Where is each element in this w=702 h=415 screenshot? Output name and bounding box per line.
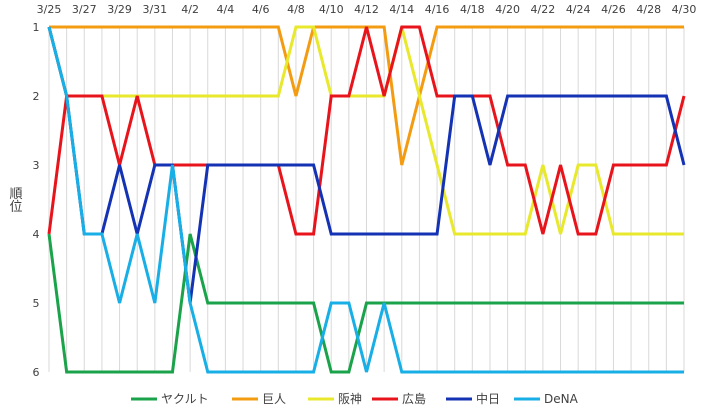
y-axis-ticks: 1 2 3 4 5 6 (33, 21, 40, 379)
y-tick-label: 4 (33, 228, 40, 241)
x-tick-label: 3/27 (72, 3, 97, 16)
x-tick-label: 4/28 (636, 3, 661, 16)
legend-label: 阪神 (338, 392, 362, 406)
x-tick-label: 4/10 (319, 3, 344, 16)
x-tick-label: 4/6 (252, 3, 270, 16)
x-tick-label: 4/14 (389, 3, 414, 16)
legend-label: ヤクルト (161, 392, 209, 406)
x-tick-label: 3/29 (107, 3, 132, 16)
x-axis-ticks: 3/25 3/27 3/29 3/31 4/2 4/4 4/6 4/8 4/10 4/12 4/14… (37, 3, 697, 16)
x-tick-label: 4/30 (672, 3, 697, 16)
series-line-6 (47, 26, 684, 374)
y-tick-label: 1 (33, 21, 40, 34)
legend: ヤクルト 巨人 阪神 広島 中日 DeNA (131, 391, 579, 406)
x-tick-label: 4/20 (495, 3, 520, 16)
x-tick-label: 4/16 (425, 3, 450, 16)
x-tick-label: 3/25 (37, 3, 62, 16)
y-tick-label: 6 (33, 366, 40, 379)
y-tick-label: 3 (33, 159, 40, 172)
y-tick-label: 2 (33, 90, 40, 103)
series-line-3 (47, 25, 684, 236)
legend-label: 巨人 (262, 392, 286, 406)
series-lines (47, 25, 686, 374)
x-tick-label: 4/18 (460, 3, 485, 16)
x-tick-label: 3/31 (142, 3, 167, 16)
x-tick-label: 4/22 (531, 3, 556, 16)
x-tick-label: 4/8 (287, 3, 305, 16)
y-tick-label: 5 (33, 297, 40, 310)
legend-label: 広島 (402, 391, 426, 406)
legend-label: 中日 (476, 391, 500, 406)
x-tick-label: 4/4 (217, 3, 235, 16)
x-tick-label: 4/26 (601, 3, 626, 16)
series-line-1 (47, 233, 684, 374)
y-axis-label: 順位 (7, 187, 23, 213)
x-tick-label: 4/12 (354, 3, 379, 16)
legend-label: DeNA (544, 392, 579, 406)
series-line-5 (47, 26, 686, 304)
x-tick-label: 4/2 (181, 3, 199, 16)
grid (48, 27, 685, 372)
x-tick-label: 4/24 (566, 3, 591, 16)
